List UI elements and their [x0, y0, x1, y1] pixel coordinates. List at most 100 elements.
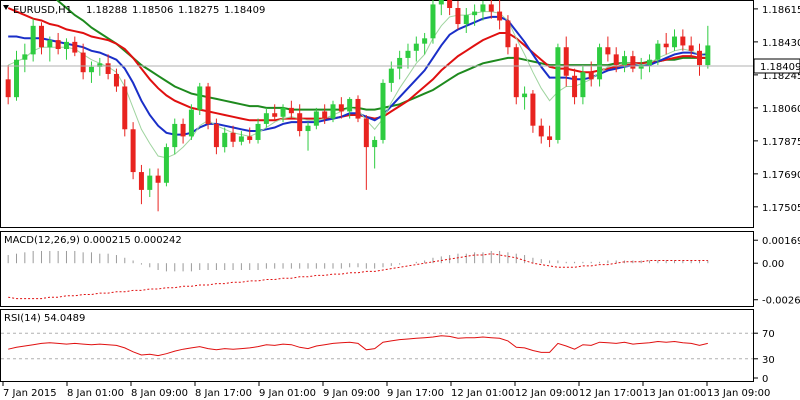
- candle-bull: [255, 123, 261, 140]
- candle-bear: [513, 47, 519, 98]
- time-tick-label: 9 Jan 01:00: [259, 388, 316, 399]
- price-tick-label: 1.18430: [762, 38, 800, 49]
- time-tick-label: 9 Jan 09:00: [323, 388, 380, 399]
- price-header-low: 1.18275: [178, 5, 219, 16]
- candle-bull: [388, 68, 394, 83]
- rsi-title: RSI(14) 54.0489: [4, 313, 85, 324]
- candle-bear: [272, 113, 278, 117]
- time-tick-label: 8 Jan 17:00: [195, 388, 252, 399]
- candle-bull: [647, 59, 653, 66]
- rsi-panel: 70 30 0 RSI(14) 54.0489: [0, 309, 775, 385]
- candle-bear: [447, 0, 453, 8]
- price-header-high: 1.18506: [132, 5, 173, 16]
- candle-bear: [288, 107, 294, 114]
- candle-bull: [638, 65, 644, 69]
- macd-tick-label: 0.00: [762, 259, 784, 270]
- price-axis: 1.18615 1.18430 1.18245 1.18060 1.17875 1.176…: [754, 5, 800, 214]
- price-header-close: 1.18409: [224, 5, 265, 16]
- candle-bear: [497, 11, 503, 21]
- candle-bull: [197, 86, 203, 110]
- candle-bear: [505, 20, 511, 48]
- candle-bear: [605, 47, 611, 55]
- macd-panel-frame: [0, 231, 754, 307]
- price-panel-frame: [0, 0, 754, 228]
- candle-bull: [30, 25, 36, 55]
- candle-bull: [463, 15, 469, 25]
- price-header-symbol: EURUSD,H1: [13, 5, 72, 16]
- macd-tick-label: 0.00169: [762, 236, 800, 247]
- rsi-line: [8, 335, 708, 357]
- candle-bull: [480, 4, 486, 12]
- candle-bull: [238, 136, 244, 142]
- candle-bear: [138, 172, 144, 190]
- candle-bear: [247, 136, 253, 140]
- candle-bear: [297, 113, 303, 132]
- candle-bull: [22, 54, 28, 60]
- rsi-tick-label: 70: [762, 329, 775, 340]
- price-tick-label: 1.17690: [762, 170, 800, 181]
- price-tick-label: 1.18060: [762, 104, 800, 115]
- candle-bull: [438, 0, 444, 5]
- candle-bear: [630, 56, 636, 69]
- macd-signal-line: [8, 253, 708, 300]
- candle-bear: [5, 79, 11, 98]
- price-tick-label: 1.17505: [762, 203, 800, 214]
- candle-bear: [38, 25, 44, 48]
- candle-bull: [372, 139, 378, 148]
- candle-bull: [422, 38, 428, 44]
- candle-bear: [563, 47, 569, 76]
- candle-bull: [397, 57, 403, 69]
- candle-bull: [347, 98, 353, 112]
- candle-bull: [330, 104, 336, 119]
- candle-bull: [380, 82, 386, 140]
- candle-bull: [430, 4, 436, 39]
- time-tick-label: 13 Jan 09:00: [707, 388, 770, 399]
- candle-bear: [180, 123, 186, 137]
- candle-bear: [488, 4, 494, 12]
- candle-bear: [213, 123, 219, 148]
- current-price-box: [753, 58, 800, 74]
- rsi-tick-label: 30: [762, 355, 775, 366]
- candle-bull: [305, 125, 311, 132]
- candle-bear: [547, 136, 553, 140]
- time-tick-label: 7 Jan 2015: [3, 388, 57, 399]
- candle-bull: [280, 107, 286, 117]
- candle-bear: [105, 63, 111, 74]
- candle-bull: [63, 41, 69, 50]
- rsi-series: [1, 332, 753, 360]
- dropdown-triangle-icon[interactable]: [3, 5, 9, 10]
- price-header-open: 1.18288: [86, 5, 127, 16]
- candle-bear: [688, 45, 694, 51]
- candle-bull: [622, 56, 628, 66]
- candle-bear: [697, 50, 703, 66]
- time-tick-label: 8 Jan 09:00: [131, 388, 188, 399]
- macd-series: [7, 250, 709, 300]
- candle-bull: [313, 111, 319, 126]
- candle-bear: [122, 86, 128, 130]
- candle-bull: [263, 113, 269, 124]
- candle-bear: [322, 111, 328, 119]
- candle-bull: [597, 47, 603, 80]
- price-tick-label: 1.18245: [762, 71, 800, 82]
- candle-bear: [338, 104, 344, 112]
- candle-bear: [588, 72, 594, 80]
- candle-bull: [13, 59, 19, 98]
- time-tick-label: 12 Jan 09:00: [515, 388, 578, 399]
- candle-bear: [663, 43, 669, 48]
- candle-bull: [655, 43, 661, 60]
- time-tick-label: 9 Jan 17:00: [387, 388, 444, 399]
- candle-bull: [555, 47, 561, 140]
- candle-bear: [113, 73, 119, 87]
- candle-bear: [80, 52, 86, 73]
- candle-bear: [613, 54, 619, 66]
- candle-bull: [705, 45, 711, 66]
- candle-bull: [522, 93, 528, 98]
- candle-bull: [88, 66, 94, 73]
- candle-bull: [163, 147, 169, 183]
- candle-bull: [172, 123, 178, 148]
- main-price-panel: 1.18615 1.18430 1.18245 1.18060 1.17875 1.176…: [0, 0, 800, 228]
- candle-bear: [55, 40, 61, 50]
- candle-bull: [405, 50, 411, 58]
- candle-bull: [472, 11, 478, 16]
